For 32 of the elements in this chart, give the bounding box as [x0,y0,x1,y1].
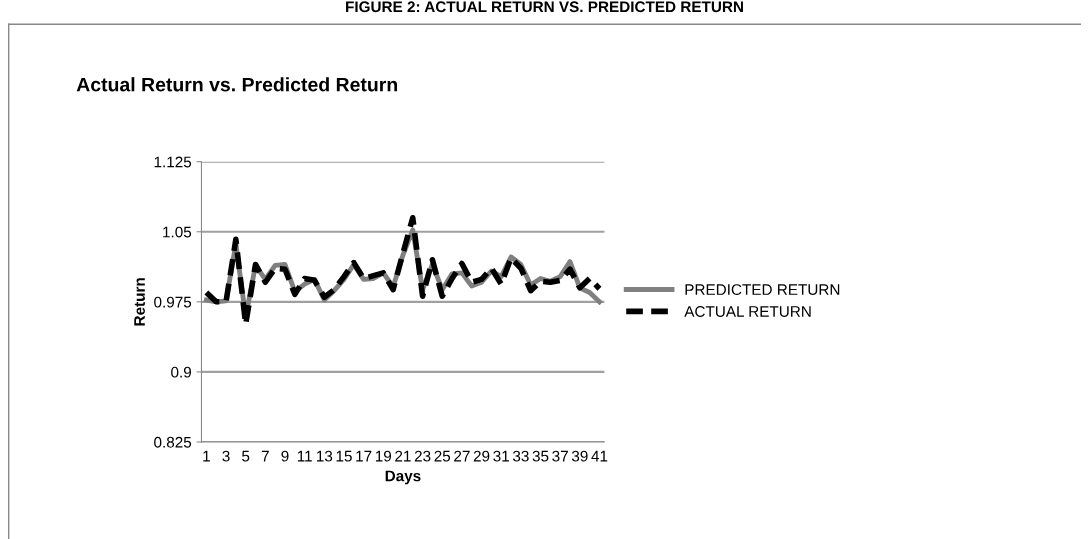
legend-label: PREDICTED RETURN [685,284,840,295]
x-tick-label: 9 [281,450,289,462]
x-tick-label: 35 [532,450,549,462]
x-tick-label: 29 [473,450,490,462]
y-tick-label: 0.9 [171,366,192,378]
x-tick-label: 15 [336,450,352,462]
y-tick-label: 1.05 [163,226,192,238]
x-tick-label: 33 [512,450,529,462]
y-axis-title: Return [134,278,145,326]
x-tick-label: 7 [261,450,269,462]
chart-title: Actual Return vs. Predicted Return [76,77,398,92]
x-tick-label: 39 [571,450,588,462]
x-tick-label: 17 [356,450,372,462]
x-tick-label: 37 [552,450,568,462]
caption: FIGURE 2: ACTUAL RETURN VS. PREDICTED RETURN [346,1,743,13]
y-tick-label: 0.975 [154,296,192,308]
x-tick-label: 11 [297,450,312,462]
x-tick-label: 27 [454,450,470,462]
y-tick-label: 1.125 [154,156,192,168]
x-tick-label: 13 [316,450,333,462]
legend-label: ACTUAL RETURN [684,306,811,317]
x-tick-label: 3 [222,450,230,462]
x-tick-label: 41 [591,450,608,462]
x-tick-label: 1 [203,450,210,462]
x-tick-label: 21 [395,450,411,462]
y-tick-label: 0.825 [154,436,192,448]
x-tick-label: 25 [434,450,451,462]
x-tick-label: 19 [375,450,392,462]
x-axis-title: Days [385,470,421,485]
x-tick-label: 31 [493,450,509,462]
x-tick-label: 5 [242,450,250,462]
x-tick-label: 23 [414,450,431,462]
